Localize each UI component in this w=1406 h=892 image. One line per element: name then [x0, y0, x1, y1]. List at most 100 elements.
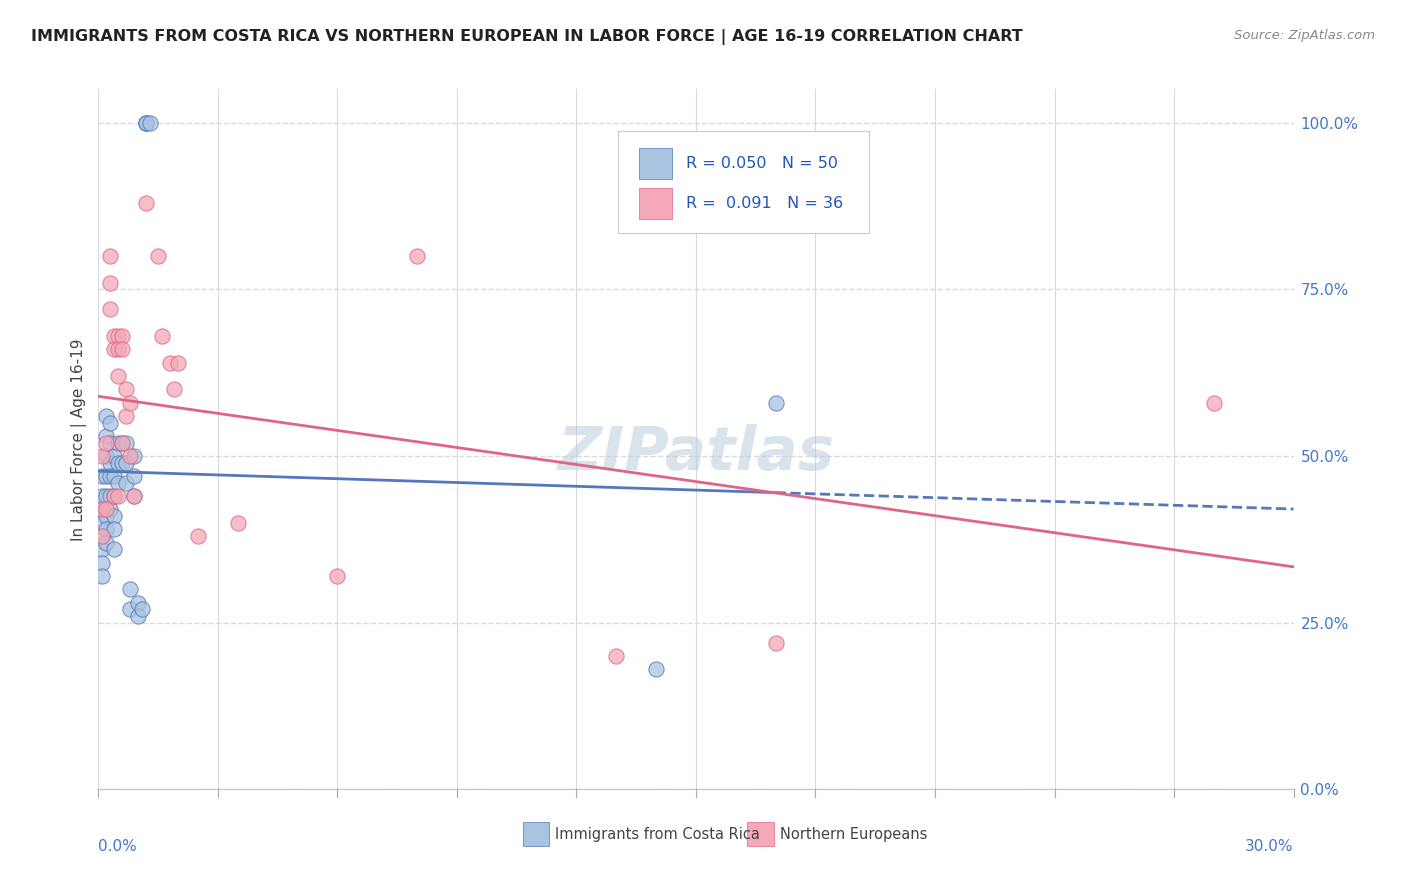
- Point: [103, 329, 125, 343]
- Point: [91, 556, 114, 570]
- Point: [187, 529, 209, 543]
- Point: [96, 435, 118, 450]
- Point: [135, 115, 157, 129]
- Point: [103, 508, 125, 523]
- Point: [135, 115, 157, 129]
- Point: [115, 409, 138, 423]
- Point: [96, 449, 118, 463]
- Point: [1202, 395, 1225, 409]
- Point: [150, 329, 173, 343]
- Point: [103, 489, 125, 503]
- FancyBboxPatch shape: [638, 148, 672, 178]
- Point: [107, 456, 129, 470]
- Point: [120, 449, 142, 463]
- Point: [91, 449, 114, 463]
- Point: [91, 516, 114, 530]
- Point: [124, 489, 146, 503]
- Point: [103, 343, 125, 357]
- Point: [111, 343, 134, 357]
- Point: [103, 449, 125, 463]
- Point: [107, 368, 129, 383]
- Point: [91, 569, 114, 583]
- Point: [111, 456, 134, 470]
- FancyBboxPatch shape: [638, 188, 672, 219]
- Point: [103, 489, 125, 503]
- Point: [91, 469, 114, 483]
- Point: [98, 469, 122, 483]
- Point: [98, 249, 122, 263]
- Point: [167, 356, 190, 370]
- Point: [96, 535, 118, 549]
- Point: [91, 529, 114, 543]
- Point: [124, 449, 146, 463]
- Point: [111, 435, 134, 450]
- Point: [96, 502, 118, 516]
- Text: R =  0.091   N = 36: R = 0.091 N = 36: [686, 196, 844, 211]
- Point: [124, 469, 146, 483]
- Point: [98, 416, 122, 430]
- Point: [115, 382, 138, 396]
- Point: [91, 502, 114, 516]
- Text: ZIPatlas: ZIPatlas: [557, 424, 835, 483]
- Point: [131, 602, 153, 616]
- Point: [103, 522, 125, 536]
- Text: 0.0%: 0.0%: [98, 839, 138, 855]
- Text: R = 0.050   N = 50: R = 0.050 N = 50: [686, 156, 838, 171]
- Point: [326, 569, 349, 583]
- Point: [111, 329, 134, 343]
- Point: [645, 662, 668, 676]
- Point: [107, 329, 129, 343]
- Point: [96, 469, 118, 483]
- Point: [135, 195, 157, 210]
- Point: [98, 489, 122, 503]
- Point: [103, 542, 125, 557]
- FancyBboxPatch shape: [523, 822, 548, 847]
- Point: [111, 435, 134, 450]
- Point: [107, 475, 129, 490]
- Point: [127, 609, 149, 624]
- Point: [91, 542, 114, 557]
- Point: [226, 516, 249, 530]
- Point: [91, 529, 114, 543]
- Point: [96, 522, 118, 536]
- Text: Source: ZipAtlas.com: Source: ZipAtlas.com: [1234, 29, 1375, 42]
- Text: Northern Europeans: Northern Europeans: [779, 827, 927, 842]
- Point: [148, 249, 170, 263]
- Point: [107, 343, 129, 357]
- Point: [91, 502, 114, 516]
- Y-axis label: In Labor Force | Age 16-19: In Labor Force | Age 16-19: [72, 338, 87, 541]
- Point: [120, 395, 142, 409]
- FancyBboxPatch shape: [748, 822, 773, 847]
- Point: [96, 508, 118, 523]
- Text: 30.0%: 30.0%: [1246, 839, 1294, 855]
- Point: [107, 435, 129, 450]
- Text: IMMIGRANTS FROM COSTA RICA VS NORTHERN EUROPEAN IN LABOR FORCE | AGE 16-19 CORRE: IMMIGRANTS FROM COSTA RICA VS NORTHERN E…: [31, 29, 1022, 45]
- Point: [96, 489, 118, 503]
- Point: [765, 636, 787, 650]
- Point: [120, 602, 142, 616]
- Point: [163, 382, 186, 396]
- Point: [605, 648, 627, 663]
- Point: [98, 502, 122, 516]
- Point: [96, 409, 118, 423]
- Point: [115, 435, 138, 450]
- Point: [96, 429, 118, 443]
- Point: [159, 356, 181, 370]
- Point: [765, 395, 787, 409]
- Point: [124, 489, 146, 503]
- Point: [98, 276, 122, 290]
- Point: [139, 115, 162, 129]
- FancyBboxPatch shape: [619, 131, 869, 233]
- Point: [103, 469, 125, 483]
- Point: [120, 582, 142, 597]
- Point: [406, 249, 429, 263]
- Point: [127, 596, 149, 610]
- Point: [98, 302, 122, 317]
- Point: [115, 475, 138, 490]
- Point: [115, 456, 138, 470]
- Point: [98, 435, 122, 450]
- Point: [91, 489, 114, 503]
- Point: [135, 115, 157, 129]
- Point: [107, 489, 129, 503]
- Text: Immigrants from Costa Rica: Immigrants from Costa Rica: [555, 827, 759, 842]
